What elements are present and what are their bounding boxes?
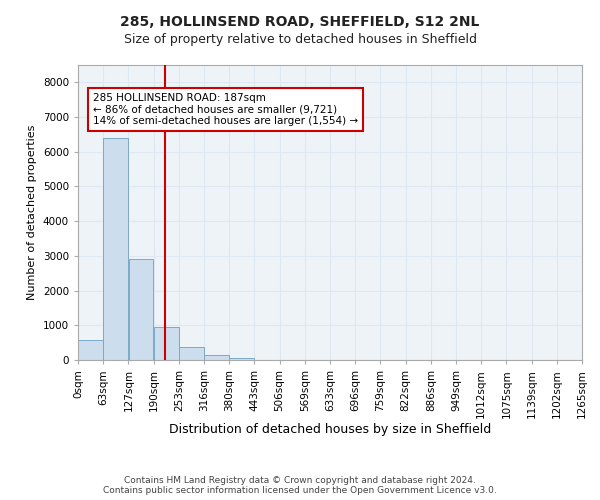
Bar — [179, 347, 204, 360]
Bar — [128, 258, 154, 360]
Text: 285 HOLLINSEND ROAD: 187sqm
← 86% of detached houses are smaller (9,721)
14% of : 285 HOLLINSEND ROAD: 187sqm ← 86% of det… — [93, 93, 358, 126]
Text: Contains HM Land Registry data © Crown copyright and database right 2024.
Contai: Contains HM Land Registry data © Crown c… — [103, 476, 497, 495]
Y-axis label: Number of detached properties: Number of detached properties — [27, 125, 37, 300]
Bar — [204, 355, 229, 360]
Text: Size of property relative to detached houses in Sheffield: Size of property relative to detached ho… — [124, 32, 476, 46]
Bar — [103, 138, 128, 360]
Bar — [78, 340, 103, 360]
X-axis label: Distribution of detached houses by size in Sheffield: Distribution of detached houses by size … — [169, 424, 491, 436]
Bar — [154, 326, 179, 360]
Bar — [229, 358, 254, 360]
Text: 285, HOLLINSEND ROAD, SHEFFIELD, S12 2NL: 285, HOLLINSEND ROAD, SHEFFIELD, S12 2NL — [121, 15, 479, 29]
